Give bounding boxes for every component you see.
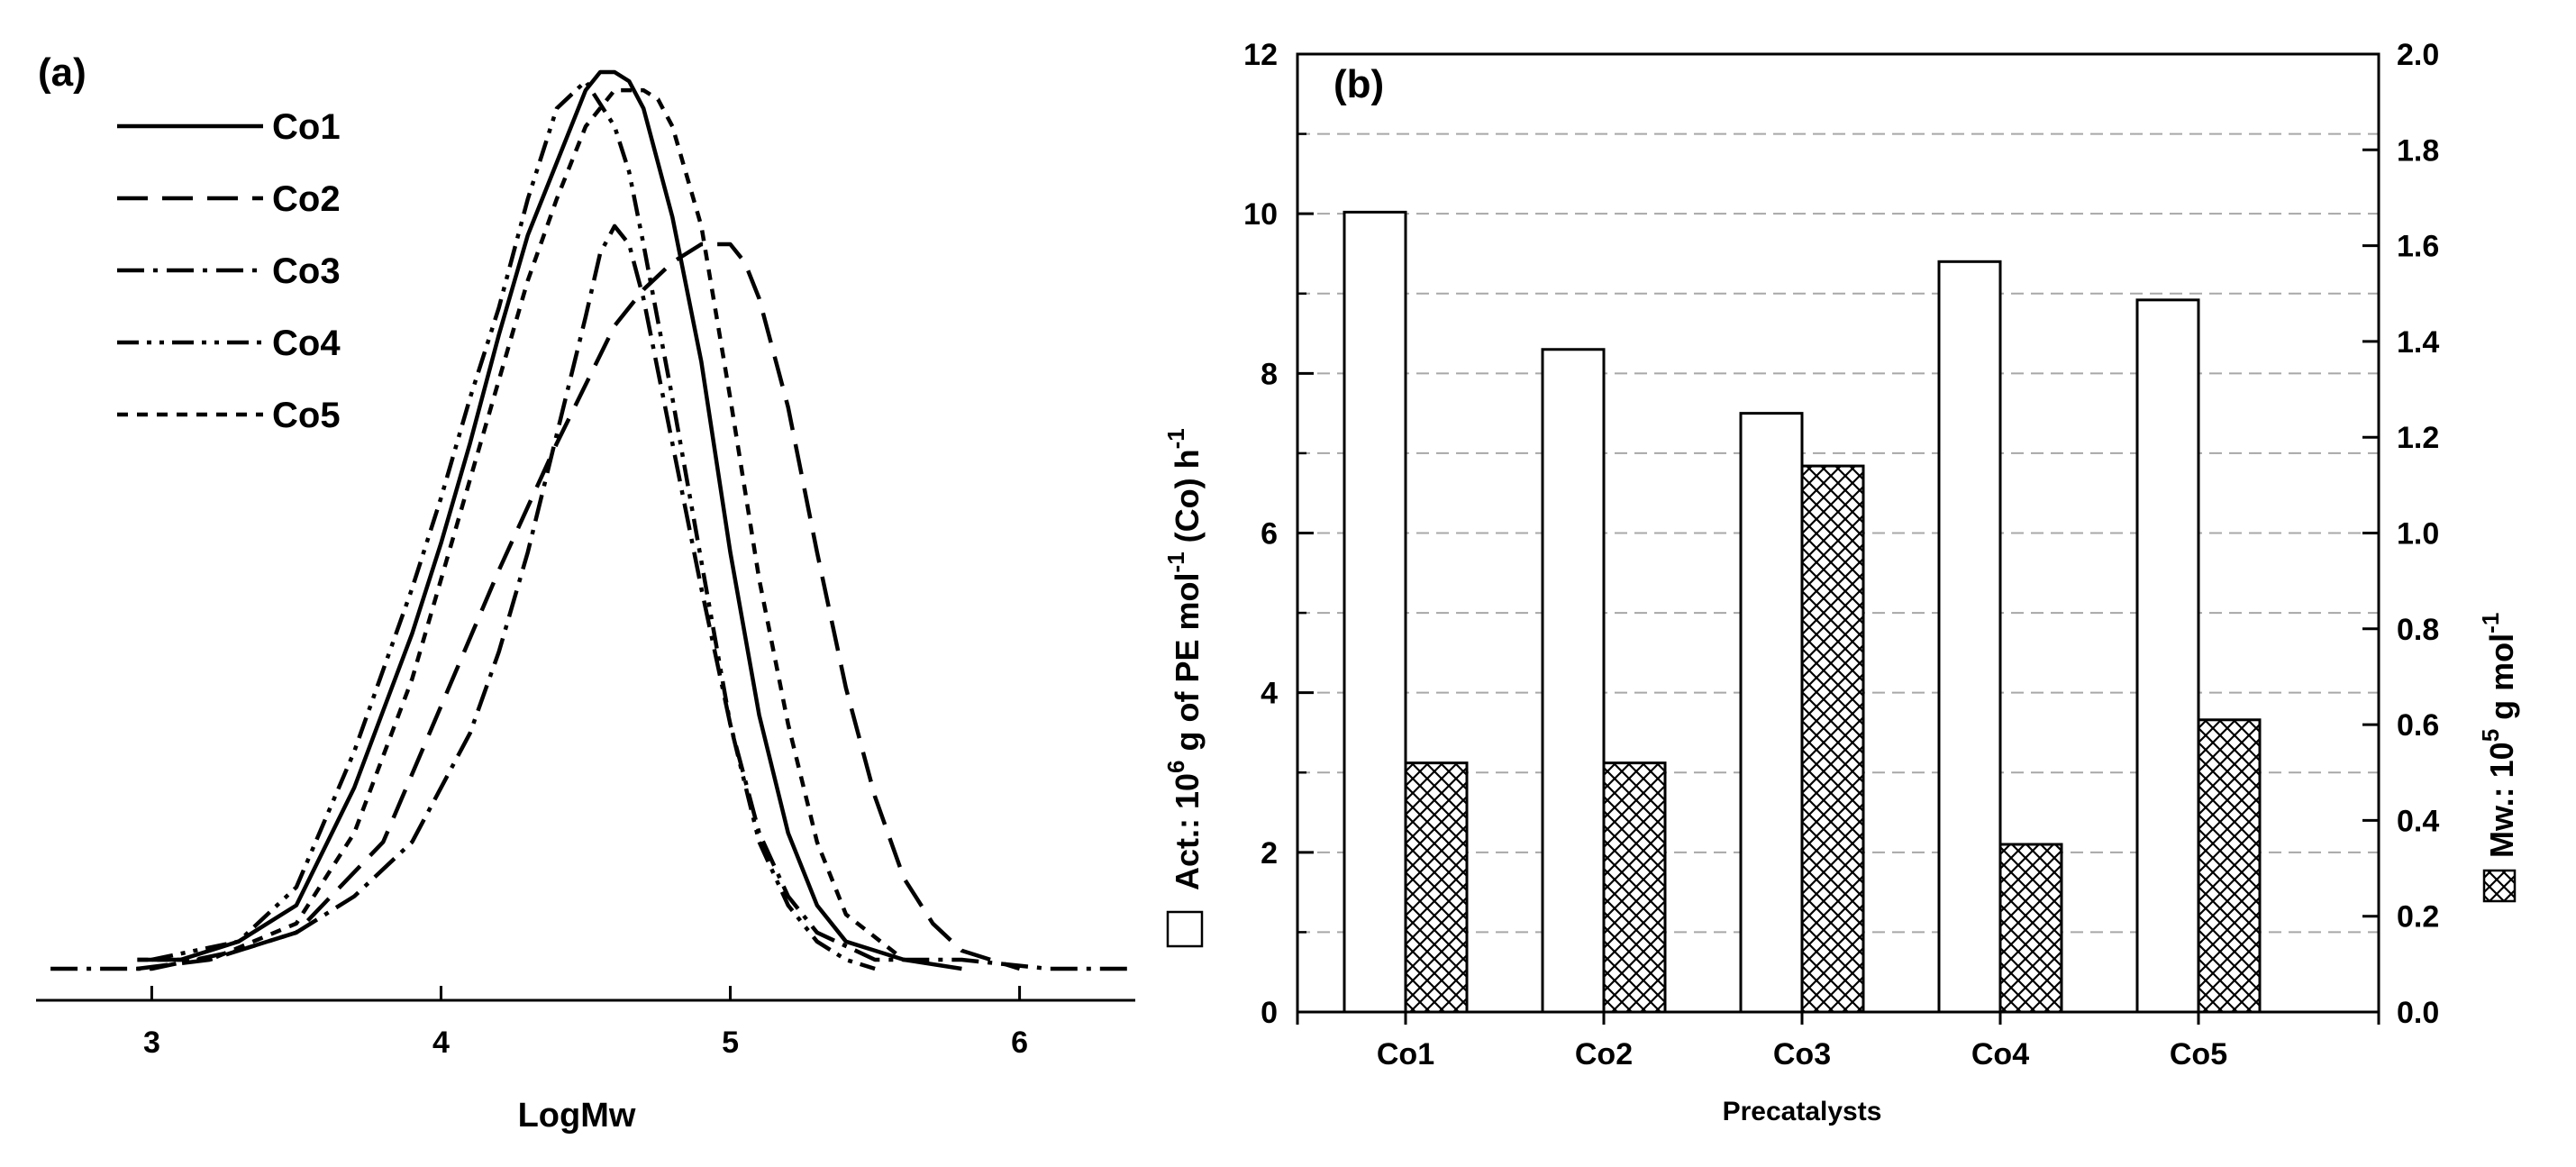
panel-b-right-y-ticks: 0.0 0.2 0.4 0.6 0.8 1.0 1.2 1.4 1.6 1.8 2.0 (2362, 38, 2439, 1030)
panel-a-x-tick-label: 6 (1011, 1026, 1028, 1060)
panel-b-right-tick-label: 0.0 (2397, 996, 2439, 1030)
panel-b-bar-mw-co4 (1998, 843, 2063, 1014)
right-y-title-text: Mw.: 105 g mol-1 (2477, 613, 2520, 858)
panel-b-right-tick-label: 0.6 (2397, 708, 2439, 743)
left-y-title-sup1: 6 (1162, 760, 1189, 772)
panel-b-label: (b) (1334, 62, 1384, 106)
panel-b-bar-mw-co1 (1404, 761, 1469, 1014)
right-y-title-prefix: Mw.: 10 (2483, 742, 2520, 858)
panel-b-bar-mw-co3 (1800, 464, 1865, 1014)
panel-b-x-tick-label: Co5 (2170, 1037, 2227, 1071)
panel-a-line-chart: (a) 3 4 5 6 LogMw Co1 Co2 Co3 Co4 Co5 (36, 50, 1135, 1135)
panel-a-x-tick-label: 5 (722, 1026, 739, 1060)
panel-b-bar-mw-co2 (1602, 761, 1667, 1014)
panel-b-left-y-title: Act.: 106 g of PE mol-1 (Co) h-1 (1162, 428, 1206, 948)
panel-b-bar-act-co2 (1541, 348, 1606, 1014)
panel-b-x-ticks: Co1 Co2 Co3 Co4 Co5 (1296, 1012, 2380, 1071)
right-y-title-middle: g mol (2483, 634, 2520, 729)
panel-a-legend-label-co2: Co2 (272, 179, 341, 219)
panel-b-right-y-title: Mw.: 105 g mol-1 (2477, 613, 2520, 903)
panel-b-right-tick-label: 1.0 (2397, 517, 2439, 552)
act-legend-swatch (1166, 910, 1204, 948)
panel-a-x-tick-label: 4 (432, 1026, 450, 1060)
panel-b-right-tick-label: 0.4 (2397, 804, 2439, 838)
panel-a-legend-label-co3: Co3 (272, 251, 341, 291)
panel-a-series-line-co5 (137, 87, 906, 962)
panel-b-right-tick-label: 1.2 (2397, 421, 2439, 455)
panel-b-x-tick-label: Co4 (1971, 1037, 2029, 1071)
panel-a-x-ticks: 3 4 5 6 (143, 986, 1028, 1060)
panel-b-bar-act-co5 (2135, 298, 2200, 1014)
panel-a-series-line-co4 (150, 78, 876, 971)
panel-b-left-tick-label: 2 (1261, 836, 1278, 871)
panel-b-right-tick-label: 1.6 (2397, 230, 2439, 264)
panel-b-x-tick-label: Co3 (1773, 1037, 1831, 1071)
panel-b-bar-mw-co5 (2197, 718, 2262, 1014)
panel-a-series-line-co1 (137, 69, 962, 971)
panel-b-left-tick-label: 8 (1261, 357, 1278, 391)
panel-a-series-line-co2 (137, 242, 1021, 971)
panel-a-series-line-co3 (50, 223, 1135, 971)
panel-b-left-tick-label: 4 (1261, 677, 1278, 711)
right-y-title-sup2: -1 (2477, 613, 2504, 634)
panel-b-right-tick-label: 1.8 (2397, 133, 2439, 168)
panel-a-x-axis-title: LogMw (518, 1097, 636, 1135)
left-y-title-middle: g of PE mol (1169, 572, 1206, 760)
panel-a-x-tick-label: 3 (143, 1026, 160, 1060)
panel-b-right-tick-label: 1.4 (2397, 325, 2439, 360)
left-y-title-sup3: -1 (1162, 428, 1189, 449)
left-y-title-prefix: Act.: 10 (1169, 773, 1206, 890)
mw-legend-swatch (2482, 869, 2517, 903)
panel-b-right-tick-label: 0.2 (2397, 900, 2439, 935)
right-y-title-sup1: 5 (2477, 729, 2504, 742)
panel-b-x-tick-label: Co1 (1377, 1037, 1434, 1071)
panel-b-bar-act-co4 (1937, 260, 2002, 1014)
panel-a-legend-label-co4: Co4 (272, 324, 341, 363)
panel-b-left-tick-label: 0 (1261, 996, 1278, 1030)
panel-a-legend-label-co1: Co1 (272, 107, 341, 147)
panel-b-bar-act-co3 (1739, 412, 1804, 1014)
panel-b-bar-act-co1 (1343, 210, 1407, 1014)
left-y-title-text: Act.: 106 g of PE mol-1 (Co) h-1 (1162, 428, 1206, 890)
panel-b-left-tick-label: 6 (1261, 517, 1278, 552)
panel-a-label: (a) (38, 50, 86, 95)
panel-b-right-tick-label: 0.8 (2397, 613, 2439, 647)
panel-b-left-tick-label: 10 (1243, 197, 1278, 232)
panel-b-left-tick-label: 12 (1243, 38, 1278, 72)
panel-b-x-axis-title: Precatalysts (1723, 1097, 1882, 1126)
left-y-title-suffix: (Co) h (1169, 449, 1206, 552)
panel-b-right-tick-label: 2.0 (2397, 38, 2439, 72)
panel-a-series-group (50, 69, 1135, 971)
panel-b-bar-chart: (b) 0 2 4 6 8 10 12 0.0 0.2 0.4 0.6 0.8 1.0 1.2 1.4 1.… (1162, 38, 2520, 1126)
panel-b-x-tick-label: Co2 (1575, 1037, 1633, 1071)
left-y-title-sup2: -1 (1162, 552, 1189, 572)
panel-a-legend: Co1 Co2 Co3 Co4 Co5 (117, 107, 341, 435)
panel-a-legend-label-co5: Co5 (272, 396, 341, 435)
panel-b-left-y-ticks: 0 2 4 6 8 10 12 (1243, 38, 1314, 1030)
panel-b-bars (1343, 210, 2262, 1014)
